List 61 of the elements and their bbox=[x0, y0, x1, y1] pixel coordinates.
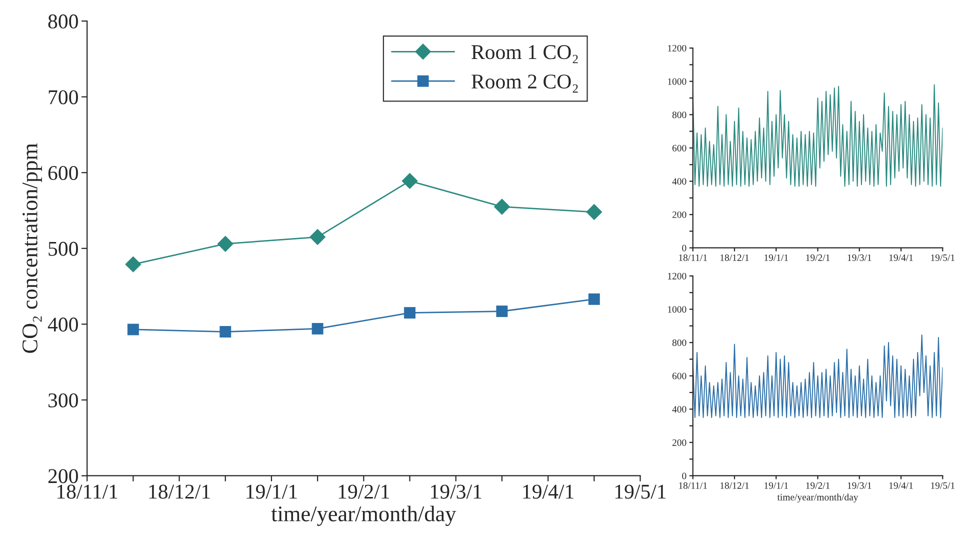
x-tick-label: 18/11/1 bbox=[679, 254, 707, 261]
y-tick-label: 1200 bbox=[668, 44, 686, 52]
point bbox=[588, 293, 600, 305]
y-tick-label: 200 bbox=[672, 439, 686, 446]
x-axis-title: time/year/month/day bbox=[777, 494, 858, 502]
point bbox=[402, 172, 418, 190]
x-tick-label: 19/4/1 bbox=[889, 482, 913, 489]
y-tick-label: 1000 bbox=[668, 306, 686, 313]
point bbox=[309, 228, 326, 246]
y-tick-label: 300 bbox=[48, 393, 78, 408]
legend-label: Room 2 CO₂ bbox=[472, 74, 578, 93]
x-tick-label: 19/3/1 bbox=[848, 254, 872, 261]
x-axis-title: time/year/month/day bbox=[271, 506, 456, 526]
point bbox=[127, 324, 139, 336]
y-tick-label: 600 bbox=[672, 144, 686, 152]
x-tick-label: 19/5/1 bbox=[931, 482, 954, 489]
y-tick-label: 0 bbox=[682, 472, 686, 480]
y-tick-label: 200 bbox=[672, 211, 686, 218]
y-tick-label: 600 bbox=[672, 372, 686, 380]
x-tick-label: 19/5/1 bbox=[931, 254, 954, 261]
line-series bbox=[692, 84, 943, 187]
y-tick-label: 400 bbox=[672, 406, 686, 413]
y-tick-label: 0 bbox=[682, 244, 686, 252]
y-axis-title: CO₂ concentration/ppm bbox=[22, 143, 42, 353]
y-tick-label: 700 bbox=[48, 90, 78, 104]
point bbox=[496, 306, 508, 318]
point bbox=[312, 322, 324, 334]
y-tick-label: 200 bbox=[48, 469, 78, 484]
point bbox=[220, 326, 232, 338]
x-tick-label: 19/2/1 bbox=[806, 254, 830, 261]
line-series bbox=[692, 334, 943, 418]
point bbox=[494, 198, 510, 215]
x-tick-label: 19/4/1 bbox=[889, 254, 913, 261]
x-tick-label: 19/3/1 bbox=[848, 482, 872, 489]
x-tick-label: 19/2/1 bbox=[806, 482, 830, 489]
x-tick-label: 18/12/1 bbox=[720, 254, 749, 261]
x-tick-label: 18/12/1 bbox=[149, 484, 210, 499]
x-tick-label: 19/1/1 bbox=[246, 484, 297, 499]
y-tick-label: 1000 bbox=[668, 78, 686, 85]
x-tick-label: 19/5/1 bbox=[615, 484, 666, 499]
point bbox=[586, 204, 602, 220]
point bbox=[125, 256, 142, 272]
y-tick-label: 400 bbox=[672, 178, 686, 185]
x-tick-label: 19/2/1 bbox=[338, 484, 390, 499]
x-tick-label: 19/3/1 bbox=[431, 484, 482, 499]
x-tick-label: 19/4/1 bbox=[523, 484, 574, 499]
y-tick-label: 800 bbox=[672, 339, 686, 346]
legend-label: Room 1 CO₂ bbox=[472, 45, 578, 64]
y-tick-label: 400 bbox=[48, 318, 78, 332]
point bbox=[217, 236, 234, 252]
x-tick-label: 19/1/1 bbox=[764, 254, 788, 261]
x-tick-label: 19/1/1 bbox=[764, 482, 788, 489]
x-tick-label: 18/11/1 bbox=[57, 484, 118, 499]
y-tick-label: 600 bbox=[48, 166, 78, 180]
x-tick-label: 18/12/1 bbox=[720, 482, 749, 489]
y-tick-label: 800 bbox=[672, 112, 686, 118]
y-tick-label: 800 bbox=[48, 14, 78, 28]
y-tick-label: 1200 bbox=[668, 272, 686, 280]
x-tick-label: 18/11/1 bbox=[679, 482, 707, 489]
y-tick-label: 500 bbox=[48, 242, 78, 256]
point bbox=[404, 307, 416, 319]
